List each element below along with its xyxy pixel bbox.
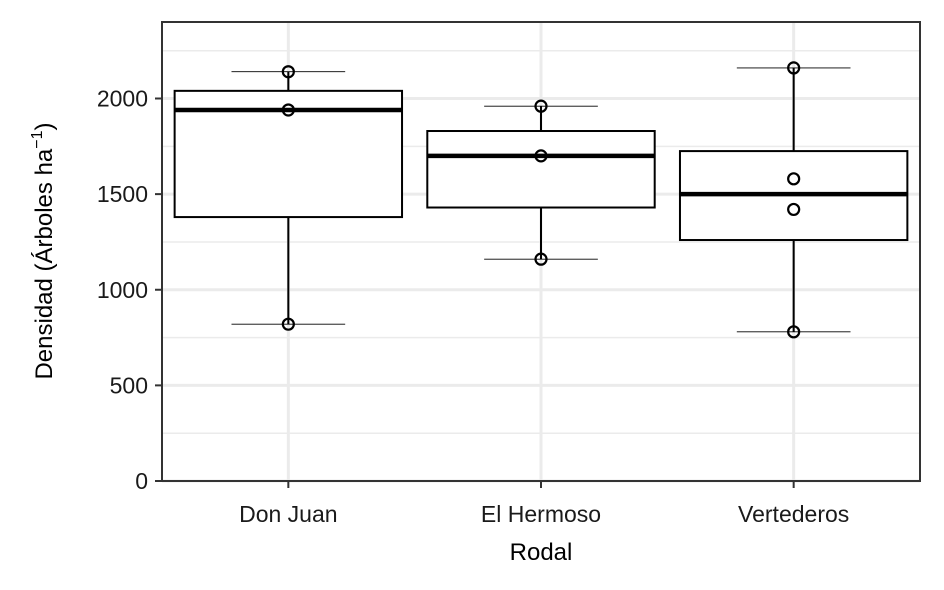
data-point	[787, 325, 801, 339]
data-point	[534, 149, 548, 163]
y-axis-title-main: Densidad (Árboles ha	[31, 148, 58, 379]
x-tick-label: Vertederos	[738, 501, 849, 527]
y-axis-title-close: )	[31, 122, 58, 130]
data-point	[281, 65, 295, 79]
data-point	[281, 317, 295, 331]
data-point	[787, 172, 801, 186]
data-point	[281, 103, 295, 117]
y-tick-label: 0	[135, 468, 148, 494]
y-tick-label: 500	[110, 372, 148, 398]
y-axis-title: Densidad (Árboles ha−1)	[29, 122, 58, 379]
y-tick-label: 1000	[97, 277, 148, 303]
data-point	[534, 252, 548, 266]
y-tick-label: 1500	[97, 181, 148, 207]
axes: 0 500 1000 1500 2000 Don Juan El Hermoso Verted…	[97, 86, 849, 528]
box-el-hermoso	[426, 99, 656, 266]
x-tick-label: Don Juan	[239, 501, 337, 527]
x-tick-label: El Hermoso	[481, 501, 601, 527]
box-series	[173, 61, 909, 339]
data-point	[787, 202, 801, 217]
data-point	[787, 61, 801, 75]
x-axis-title: Rodal	[510, 539, 573, 566]
box-don-juan	[173, 65, 404, 331]
box-iqr	[426, 130, 656, 209]
y-axis-title-superscript: −1	[29, 130, 46, 148]
data-point	[534, 99, 548, 113]
y-tick-label: 2000	[97, 86, 148, 112]
box-vertederos	[678, 61, 909, 339]
